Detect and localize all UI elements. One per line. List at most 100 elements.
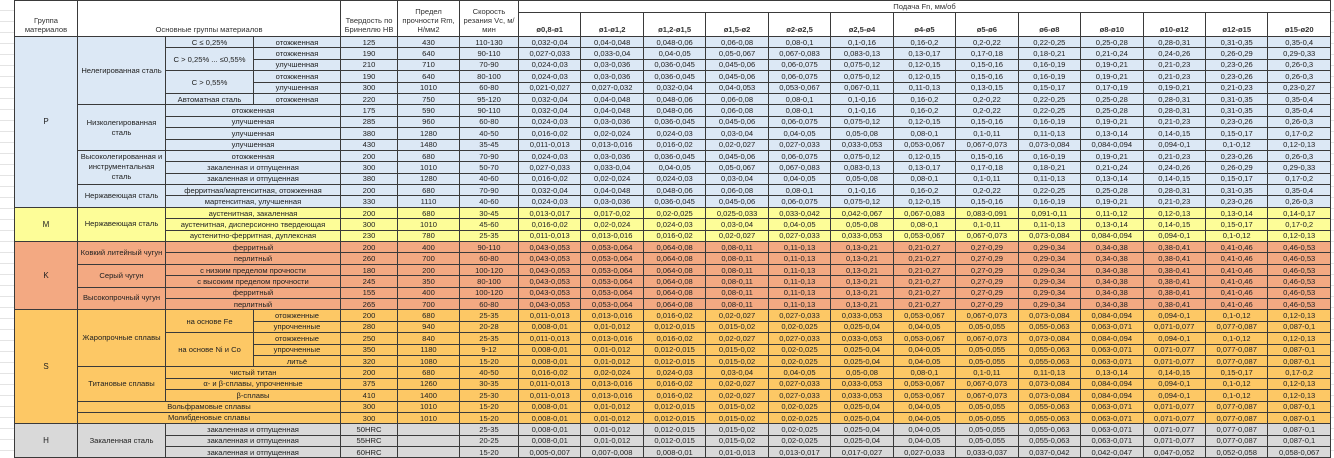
feed-value: 0,29-0,34 (1017, 241, 1082, 254)
hardness-hb: 245 (340, 275, 398, 288)
feed-value: 0,04-0,05 (642, 161, 707, 174)
feed-value: 0,11-0,13 (1017, 366, 1082, 379)
tensile-strength: 1010 (397, 161, 460, 174)
feed-value: 0,021-0,027 (517, 81, 582, 94)
table-row: перлитный 265 700 60-80 0,043-0,053 0,053-0,0… (14, 297, 1332, 311)
tensile-strength: 1260 (397, 377, 460, 391)
feed-value: 0,41-0,46 (1204, 252, 1269, 265)
feed-value: 0,067-0,073 (955, 138, 1019, 151)
feed-value: 0,048-0,06 (642, 104, 707, 117)
hardness-hb: 190 (340, 47, 398, 60)
feed-value: 0,01-0,012 (580, 434, 644, 448)
material-condition: ферритный (165, 286, 341, 300)
header-diameter: ø1,2-ø1,5 (642, 12, 707, 37)
feed-value: 0,16-0,19 (1017, 70, 1082, 83)
feed-value: 0,094-0,1 (1142, 229, 1206, 243)
feed-value: 0,024-0,03 (642, 127, 707, 140)
cutting-speed: 25-35 (459, 309, 519, 322)
feed-value: 0,11-0,13 (767, 275, 832, 288)
tensile-strength: 680 (397, 309, 460, 322)
feed-value: 0,094-0,1 (1142, 377, 1206, 391)
feed-value: 0,13-0,15 (955, 81, 1019, 94)
hardness-hb: 200 (340, 184, 398, 197)
hardness-hb: 200 (340, 149, 398, 163)
feed-value: 0,084-0,094 (1080, 377, 1144, 391)
feed-value: 0,013-0,017 (767, 446, 832, 458)
feed-value: 0,11-0,12 (1080, 206, 1144, 220)
hardness-hb: 200 (340, 206, 398, 220)
table-row: закаленная и отпущенная 55HRC 20-25 0,008-0… (14, 434, 1332, 448)
feed-value: 0,016-0,02 (517, 172, 582, 186)
material-condition: перлитный (165, 297, 341, 311)
table-row: P Нелегированная сталь C ≤ 0,25% отожженная… (14, 35, 1332, 208)
feed-value: 0,46-0,53 (1267, 297, 1332, 311)
feed-value: 0,032-0,04 (517, 184, 582, 197)
cutting-speed: 15-20 (459, 446, 519, 458)
material-subgroup: Титановые сплавы (77, 366, 166, 402)
feed-value: 0,34-0,38 (1080, 263, 1144, 277)
feed-value: 0,055-0,063 (1017, 320, 1082, 334)
feed-value: 0,032-0,04 (517, 104, 582, 117)
feed-value: 0,24-0,26 (1142, 47, 1206, 60)
feed-value: 0,012-0,015 (642, 320, 707, 334)
feed-value: 0,34-0,38 (1080, 241, 1144, 254)
material-subgroup: Высоколегированная и инструментальная ст… (77, 149, 166, 186)
feed-value: 0,41-0,46 (1204, 263, 1269, 277)
feed-value: 0,02-0,027 (705, 377, 769, 391)
feed-value: 0,1-0,12 (1204, 377, 1269, 391)
hardness-hb: 375 (340, 377, 398, 391)
material-condition: улучшенная (253, 81, 341, 94)
header-diameter: ø4-ø5 (892, 12, 957, 37)
feed-value: 0,06-0,075 (767, 149, 832, 163)
tensile-strength: 1400 (397, 389, 460, 402)
feed-value: 0,23-0,26 (1204, 149, 1269, 163)
feed-value: 0,053-0,064 (580, 263, 644, 277)
hardness-hb: 55HRC (340, 434, 398, 448)
feed-value: 0,027-0,033 (767, 309, 832, 322)
feed-value: 0,053-0,067 (892, 138, 957, 151)
feed-value: 0,13-0,17 (892, 161, 957, 174)
feed-value: 0,094-0,1 (1142, 309, 1206, 322)
feed-value: 0,036-0,045 (642, 115, 707, 129)
feed-value: 0,064-0,08 (642, 263, 707, 277)
feed-value: 0,13-0,21 (830, 286, 894, 300)
table-row: с высоким пределом прочности 245 350 80-100… (14, 275, 1332, 288)
table-row: H Закаленная сталь закаленная и отпущенная… (14, 423, 1332, 458)
feed-value: 0,015-0,02 (705, 434, 769, 448)
hardness-hb: 155 (340, 286, 398, 300)
material-condition: аустенитная, закаленная (165, 206, 341, 220)
table-row: улучшенная 210 710 70-90 0,024-0,03 0,03-0,03… (14, 58, 1332, 72)
hardness-hb: 220 (340, 92, 398, 106)
feed-value: 0,045-0,06 (705, 58, 769, 72)
feed-value: 0,38-0,41 (1142, 263, 1206, 277)
feed-value: 0,027-0,033 (767, 389, 832, 402)
feed-value: 0,032-0,04 (517, 92, 582, 106)
feed-value: 0,063-0,071 (1080, 354, 1144, 368)
feed-value: 0,02-0,025 (767, 343, 832, 356)
feed-value: 0,13-0,14 (1080, 218, 1144, 231)
feed-value: 0,16-0,19 (1017, 58, 1082, 72)
tensile-strength: 1110 (397, 195, 460, 208)
feed-value: 0,005-0,007 (517, 446, 582, 458)
feed-value: 0,008-0,01 (517, 411, 582, 425)
header-material-group: Группа материалов (14, 0, 78, 37)
feed-value: 0,071-0,077 (1142, 343, 1206, 356)
feed-value: 0,015-0,02 (705, 343, 769, 356)
material-type: C > 0,55% (165, 70, 254, 94)
feed-value: 0,46-0,53 (1267, 241, 1332, 254)
feed-value: 0,11-0,13 (1017, 172, 1082, 186)
feed-value: 0,2-0,22 (955, 184, 1019, 197)
feed-value: 0,027-0,033 (892, 446, 957, 458)
feed-value: 0,06-0,075 (767, 115, 832, 129)
material-subgroup: Вольфрамовые сплавы (77, 400, 341, 413)
feed-value: 0,036-0,045 (642, 58, 707, 72)
feed-value: 0,15-0,17 (1017, 81, 1082, 94)
cutting-speed: 15-20 (459, 411, 519, 425)
feed-value: 0,025-0,04 (830, 400, 894, 413)
hardness-hb: 200 (340, 241, 398, 254)
feed-value: 0,1-0,12 (1204, 309, 1269, 322)
feed-value: 0,036-0,045 (642, 70, 707, 83)
header-diameter: ø2,5-ø4 (830, 12, 894, 37)
feed-value: 0,033-0,053 (830, 377, 894, 391)
material-subgroup: Ковкий литейный чугун (77, 241, 166, 265)
